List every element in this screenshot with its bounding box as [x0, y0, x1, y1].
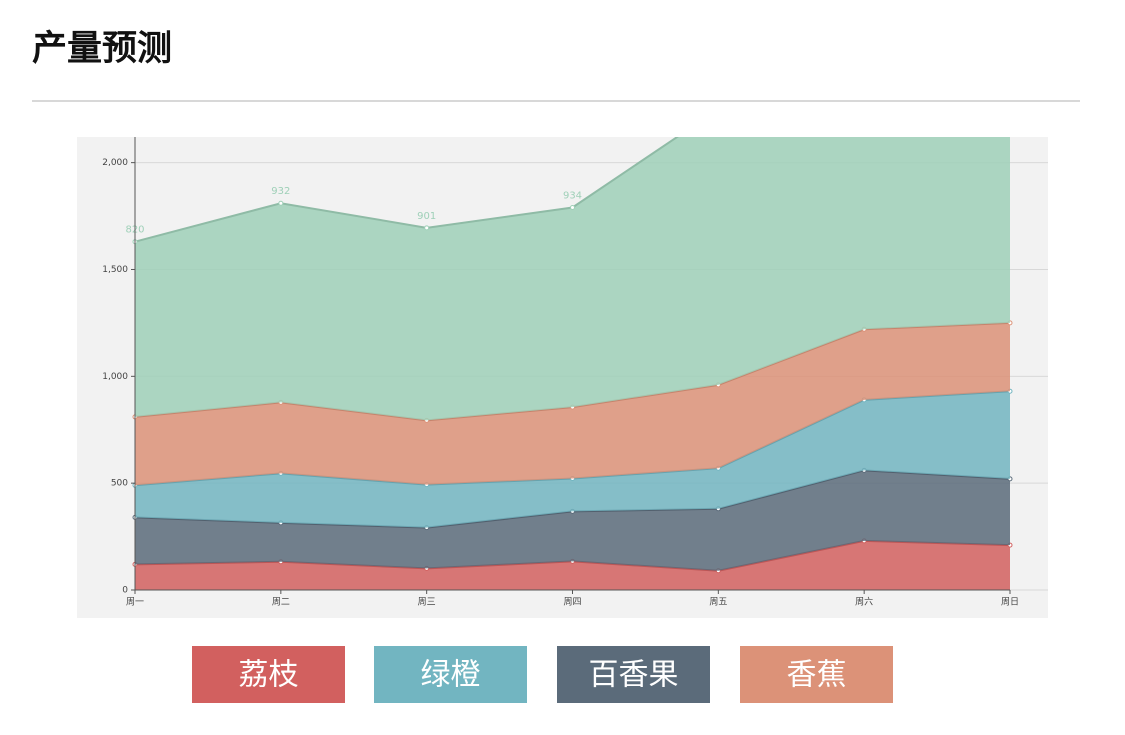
legend-item[interactable]: 荔枝: [192, 646, 345, 703]
y-tick-label: 500: [111, 479, 128, 489]
area: [135, 470, 1010, 571]
legend-item[interactable]: 百香果: [557, 646, 710, 703]
point: [862, 43, 866, 47]
area: [135, 322, 1010, 486]
data-label: 932: [271, 186, 290, 197]
point: [570, 205, 575, 211]
legend-label: 百香果: [589, 658, 679, 693]
point: [1008, 39, 1012, 43]
page-title: 产量预测: [32, 29, 172, 69]
point: [716, 107, 720, 111]
x-tick-label: 周三: [418, 597, 436, 608]
area: [135, 391, 1010, 528]
legend-swatch: [374, 646, 527, 703]
x-tick-label: 周五: [709, 597, 727, 608]
x-tick-label: 周四: [563, 597, 581, 608]
data-label: 934: [563, 191, 582, 202]
legend-swatch: [740, 646, 893, 703]
x-tick-label: 周六: [855, 596, 873, 608]
y-tick-label: 1,500: [102, 265, 128, 275]
point: [424, 225, 430, 231]
y-tick-label: 0: [122, 586, 128, 596]
x-tick-label: 周日: [1001, 597, 1019, 608]
y-tick-label: 1,000: [102, 372, 128, 382]
legend-swatch: [557, 646, 710, 703]
legend-item[interactable]: 香蕉: [740, 646, 893, 703]
legend-swatch: [192, 646, 345, 703]
data-label: 901: [417, 211, 436, 222]
axes: 0 500 1,000 1,500 2,000 周一 周二 周三 周四 周五 周六 周日: [102, 137, 1019, 608]
y-tick-label: 2,000: [102, 158, 128, 168]
legend-item[interactable]: 绿橙: [374, 646, 527, 703]
area: [135, 540, 1010, 590]
x-tick-label: 周二: [272, 597, 290, 608]
point: [278, 200, 284, 206]
x-tick-label: 周一: [126, 597, 144, 608]
legend-label: 香蕉: [787, 658, 847, 693]
legend-label: 荔枝: [239, 658, 299, 693]
area: [135, 137, 1010, 421]
legend-label: 绿橙: [421, 658, 481, 693]
